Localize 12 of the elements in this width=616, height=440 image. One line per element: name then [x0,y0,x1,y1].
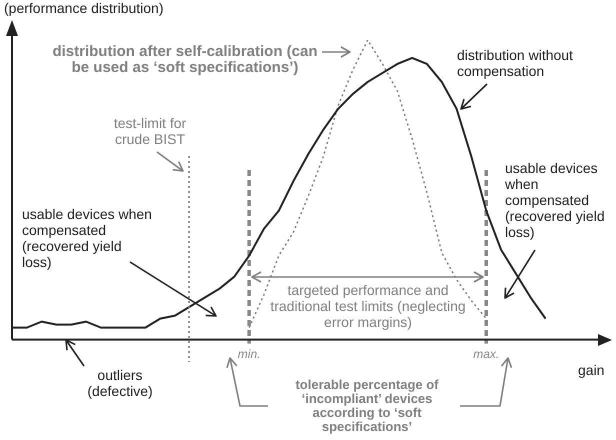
text: tolerable percentage of ‘incompliant’ devices according to ‘soft specifications’ [294,377,440,434]
annotation: test-limit for crude BIST [112,115,188,147]
x-tick-label: max. [473,347,500,362]
annotation: usable devices when compensated (recovered yield loss) [505,160,606,240]
annotation: distribution without compensation [457,47,574,79]
annotation: usable devices when compensated (recovered yield loss) [22,206,153,270]
annotation: targeted performance and traditional test limits (neglecting error margins) [269,282,467,330]
x-tick-label: min. [238,347,260,362]
text: outliers (defective) [86,367,154,399]
y-axis-title: (performance distribution) [4,0,164,16]
x-axis-title: gain [578,362,604,378]
annotation: distribution after self-calibration (can be used as ‘soft specifications’) [51,43,319,76]
